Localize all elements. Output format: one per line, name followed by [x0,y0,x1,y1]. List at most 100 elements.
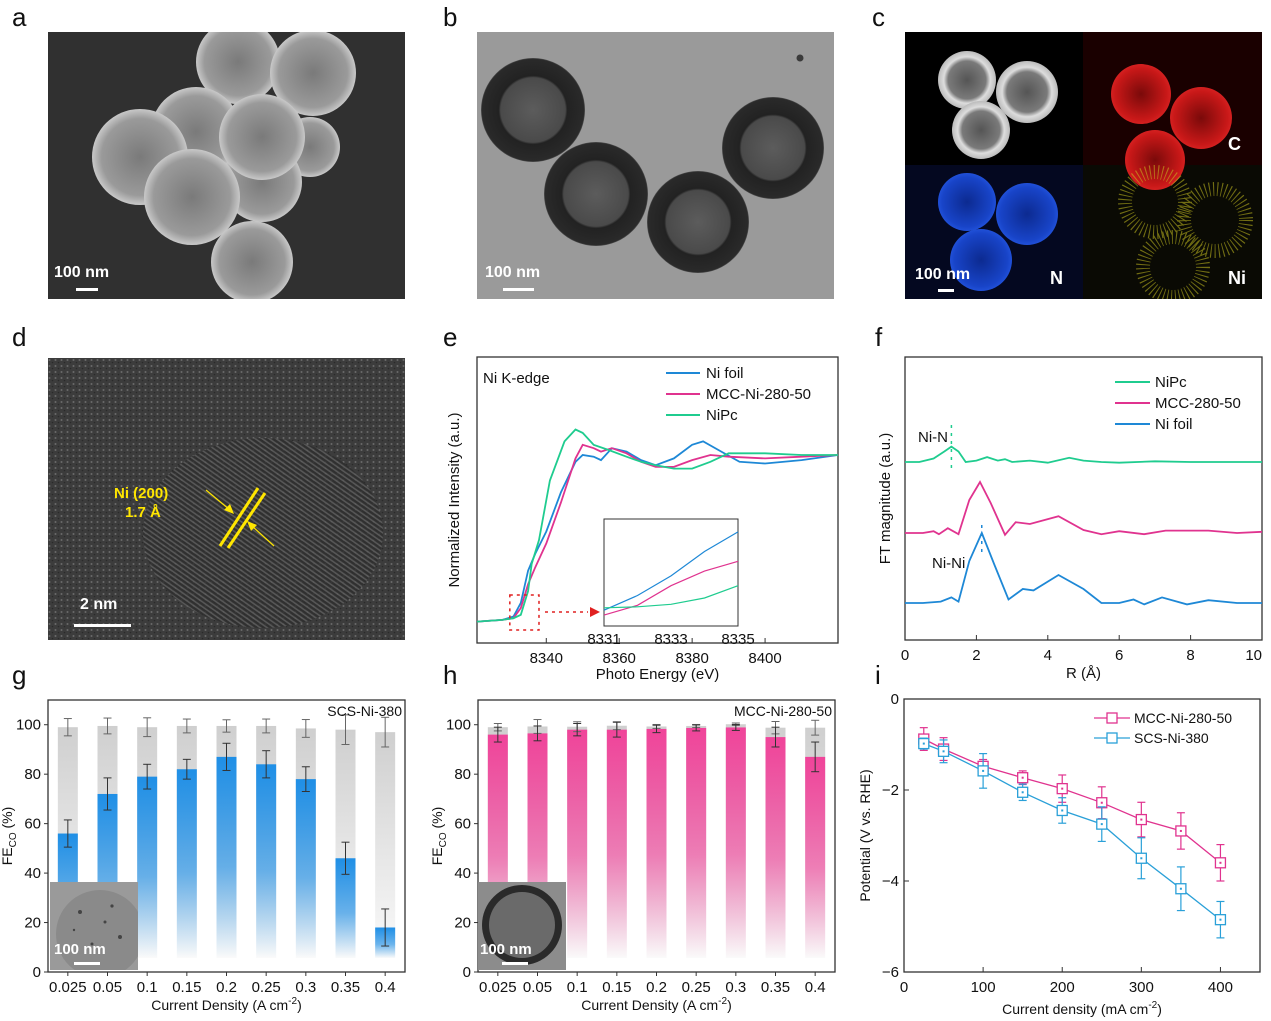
x-tick-label: 0.05 [523,979,552,996]
legend-label: SCS-Ni-380 [1134,730,1209,746]
scale-bar [503,288,534,291]
panel-label-f: f [875,322,883,352]
x-axis-label-end: ) [1157,1001,1162,1017]
element-label-ni: Ni [1228,268,1246,288]
x-axis-label-superscript: -2 [1148,1000,1157,1011]
scale-bar-label: 100 nm [54,264,110,281]
panel-label-h: h [443,660,458,690]
sem-image: 100 nm [48,32,405,299]
tem-image: 100 nm [477,32,834,299]
x-axis-label-superscript: -2 [288,996,297,1007]
scale-bar-label: 100 nm [915,266,971,283]
inset-x-tick-label: 8335 [721,631,754,648]
y-tick-label: 0 [463,964,471,981]
x-tick-label: 400 [1208,979,1233,996]
y-axis-label: FECO (%) [430,807,449,866]
panel-label-a: a [12,2,27,32]
x-tick-label: 0.1 [567,979,588,996]
fe-chart-scs: 0.025 0.05 0.1 0.15 0.2 0.25 0.3 0.35 0.4 0 20 40 60… [0,699,406,1013]
data-point-dot [942,750,945,753]
inset-scale-label: 100 nm [54,941,106,958]
x-tick-label: 8400 [748,650,781,667]
series-line-nipc [476,428,838,623]
zoom-arrow-head [590,607,600,617]
plot-frame [903,698,1261,973]
sample-title: MCC-Ni-280-50 [734,703,832,719]
x-tick-label: 0.25 [682,979,711,996]
y-axis-label-main: FE [430,847,445,865]
y-tick-label: −6 [882,964,899,981]
scale-bar-label: 2 nm [80,596,118,613]
y-tick-label: 40 [24,865,41,882]
fe-co-bar [765,737,786,958]
fe-co-bar [567,729,588,958]
x-tick-label: 8360 [603,650,636,667]
x-tick-label: 8 [1186,647,1194,664]
x-tick-label: 0.35 [761,979,790,996]
lattice-spacing-label: 1.7 Å [125,504,161,521]
sample-title: SCS-Ni-380 [327,703,402,719]
y-axis-label: Potential (V vs. RHE) [857,769,873,901]
fe-co-bar [805,756,826,958]
x-tick-label: 0.35 [331,979,360,996]
inset-series-line [603,531,739,611]
x-axis-label-superscript: -2 [718,996,727,1007]
exafs-chart: 0 2 4 6 8 10 R (Å) FT magnitude (a.u.) Ni-N Ni-Ni… [877,356,1263,682]
scale-bar [74,624,131,627]
y-axis-label: FT magnitude (a.u.) [877,433,894,564]
data-point-dot [982,769,985,772]
fe-co-bar [686,727,707,958]
ni-ni-label: Ni-Ni [932,555,965,572]
x-tick-label: 0.3 [295,979,316,996]
data-point-dot [1179,887,1182,890]
x-axis-label-main: Current Density (A cm [581,997,718,1013]
series-line-mcc-ni-280-50 [476,443,839,623]
fe-co-bar [646,728,667,958]
y-tick-label: 80 [454,766,471,783]
scale-bar [76,288,98,291]
panel-label-g: g [12,660,27,690]
element-label-c: C [1228,134,1241,154]
x-tick-label: 0.4 [805,979,826,996]
element-label-n: N [1050,268,1063,288]
data-point-dot [1219,861,1222,864]
inset-x-tick-label: 8333 [654,631,687,648]
y-tick-label: 60 [24,816,41,833]
x-axis-label: R (Å) [1066,665,1101,682]
panel-label-b: b [443,2,458,32]
x-tick-label: 100 [971,979,996,996]
x-tick-label: 0.2 [646,979,667,996]
data-point-dot [1219,918,1222,921]
x-tick-label: 4 [1044,647,1052,664]
fe-co-bar [176,769,197,958]
zoom-region-box [509,594,540,631]
eds-mapping: C N Ni 100 nm [905,32,1262,299]
y-axis-label: Normalized Intensity (a.u.) [446,412,463,587]
y-tick-label: 60 [454,816,471,833]
series-line-mcc-280-50 [905,480,1263,537]
x-tick-label: 0.15 [172,979,201,996]
legend-marker [1106,712,1118,724]
sem-spheres [92,32,356,299]
x-tick-label: 0.05 [93,979,122,996]
eds-maps [905,32,1262,299]
inset-series-line [603,585,739,609]
fe-chart-mcc: 0.025 0.05 0.1 0.15 0.2 0.25 0.3 0.35 0.4 0 20 40 60… [430,699,836,1013]
data-point-dot [1061,787,1064,790]
ni-n-label: Ni-N [918,429,948,446]
series-line-ni-foil [476,440,839,623]
y-tick-label: 0 [891,691,899,708]
legend-marker [1106,732,1118,744]
x-tick-label: 0.1 [137,979,158,996]
series-line-nipc [905,445,1262,464]
legend-label: NiPc [706,407,738,424]
x-tick-label: 0 [901,647,909,664]
series-line-ni-foil [905,530,1262,606]
legend-label: Ni foil [706,365,744,382]
x-tick-label: 2 [972,647,980,664]
y-tick-label: −4 [882,873,899,890]
inset-x-tick-label: 8331 [587,631,620,648]
fe-co-bar [606,729,627,958]
edge-annotation: Ni K-edge [483,370,550,387]
x-tick-label: 8380 [675,650,708,667]
